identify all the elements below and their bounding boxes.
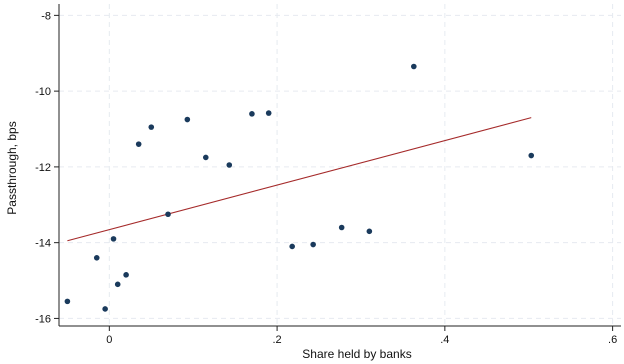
- x-tick-label: 0: [106, 334, 112, 346]
- scatter-point: [249, 111, 255, 117]
- scatter-point: [338, 224, 345, 231]
- scatter-point: [102, 306, 108, 312]
- scatter-point: [265, 110, 272, 116]
- scatter-point: [226, 162, 233, 168]
- y-tick-label: -12: [35, 162, 51, 174]
- scatter-point: [114, 281, 121, 288]
- y-tick-label: -10: [35, 86, 51, 98]
- scatter-point: [135, 141, 142, 147]
- y-tick-label: -8: [41, 10, 51, 22]
- y-tick-label: -14: [35, 238, 51, 250]
- scatter-point: [528, 152, 535, 159]
- x-axis-label: Share held by banks: [302, 347, 411, 361]
- scatter-point: [366, 228, 373, 235]
- y-tick-label: -16: [35, 313, 51, 325]
- scatter-point: [110, 236, 117, 242]
- x-tick-label: .4: [440, 334, 449, 346]
- y-axis-label: Passthrough, bps: [5, 121, 19, 214]
- scatter-point: [310, 241, 316, 248]
- scatter-point: [123, 272, 129, 278]
- scatter-point: [148, 124, 155, 130]
- fit-line-group: [67, 117, 532, 242]
- scatter-point: [64, 298, 71, 305]
- data-points: [64, 63, 535, 312]
- scatter-point: [202, 154, 209, 161]
- tick-labels: -16 -14 -12 -10 -8 0 .2 .4 .6: [35, 10, 617, 346]
- scatter-point: [165, 211, 171, 218]
- x-tick-label: .6: [608, 334, 617, 346]
- scatter-point: [411, 63, 417, 70]
- scatter-point: [289, 243, 295, 250]
- x-tick-label: .2: [272, 334, 281, 346]
- axes: [54, 4, 621, 331]
- scatter-point: [93, 255, 100, 261]
- fit-line: [67, 117, 532, 242]
- scatter-point: [184, 116, 191, 123]
- gridlines: [59, 4, 621, 326]
